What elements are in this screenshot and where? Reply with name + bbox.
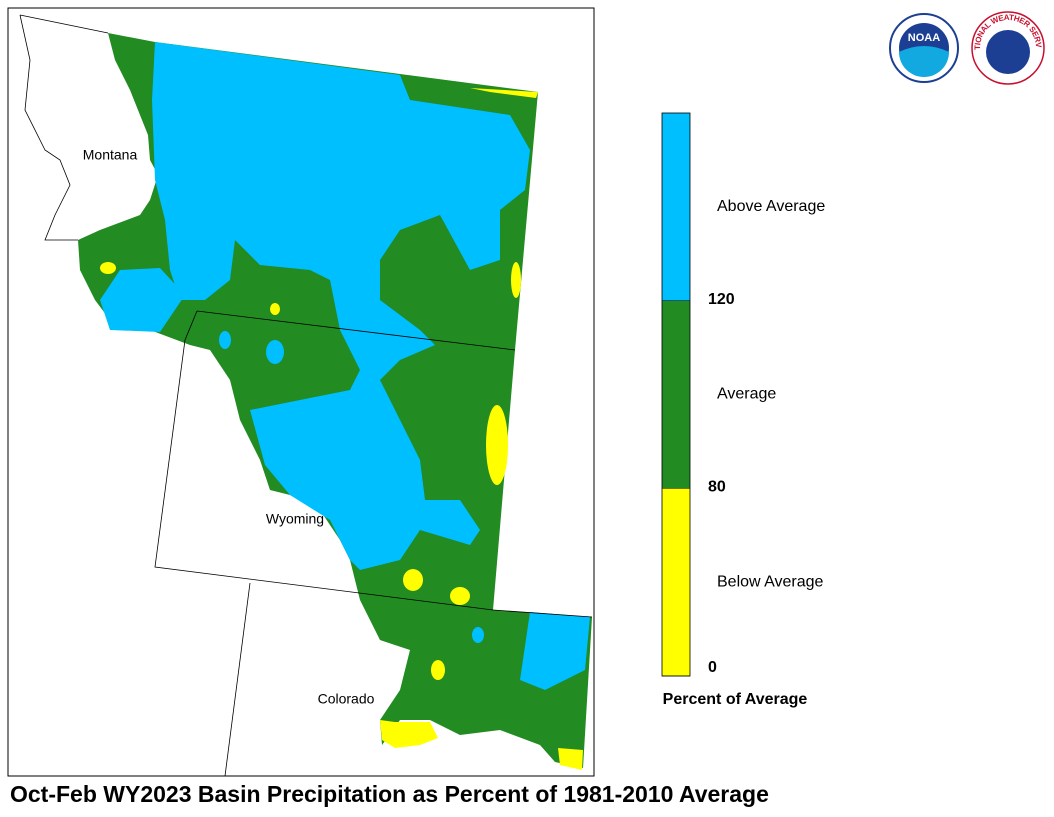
legend-swatch xyxy=(662,113,690,301)
region-above xyxy=(520,612,590,690)
region-above xyxy=(266,340,284,364)
region-above xyxy=(100,268,185,332)
legend-class-label: Below Average xyxy=(717,573,824,590)
state-boundaries xyxy=(19,14,593,777)
legend-class-label: Above Average xyxy=(717,198,825,215)
legend-tick-label: 120 xyxy=(708,291,735,308)
region-below xyxy=(486,405,508,485)
map: Montana Wyoming Colorado xyxy=(19,14,593,777)
colorado-boundary xyxy=(224,582,593,777)
region-above xyxy=(472,627,484,643)
legend: Below Average Average Above Average 0 80 120 xyxy=(661,112,825,677)
state-label: Montana xyxy=(83,147,138,163)
legend-swatch xyxy=(662,488,690,676)
state-label: Wyoming xyxy=(266,511,324,527)
montana-boundary xyxy=(19,14,109,241)
region-below xyxy=(100,88,583,770)
region-below xyxy=(470,88,538,98)
state-label: Colorado xyxy=(318,691,375,707)
region-below xyxy=(380,720,438,748)
logo-disc xyxy=(986,30,1030,74)
region-below xyxy=(558,748,583,770)
legend-tick-label: 80 xyxy=(708,479,726,496)
region-above xyxy=(152,42,530,570)
legend-title: Percent of Average xyxy=(663,691,808,708)
region-below xyxy=(450,587,470,605)
logo-wave xyxy=(899,46,949,77)
legend-tick-label: 0 xyxy=(708,659,717,676)
wyoming-boundary xyxy=(154,310,516,611)
logo-text: NOAA xyxy=(908,32,940,44)
region-below xyxy=(100,262,116,274)
region-below xyxy=(403,569,423,591)
region-below xyxy=(511,262,521,298)
region-below xyxy=(431,660,445,680)
region-below xyxy=(270,303,280,315)
legend-swatch xyxy=(662,300,690,489)
legend-class-label: Average xyxy=(717,386,776,403)
region-above xyxy=(219,331,231,349)
noaa-logo: NOAA xyxy=(889,13,959,83)
page-title: Oct-Feb WY2023 Basin Precipitation as Pe… xyxy=(10,781,769,807)
